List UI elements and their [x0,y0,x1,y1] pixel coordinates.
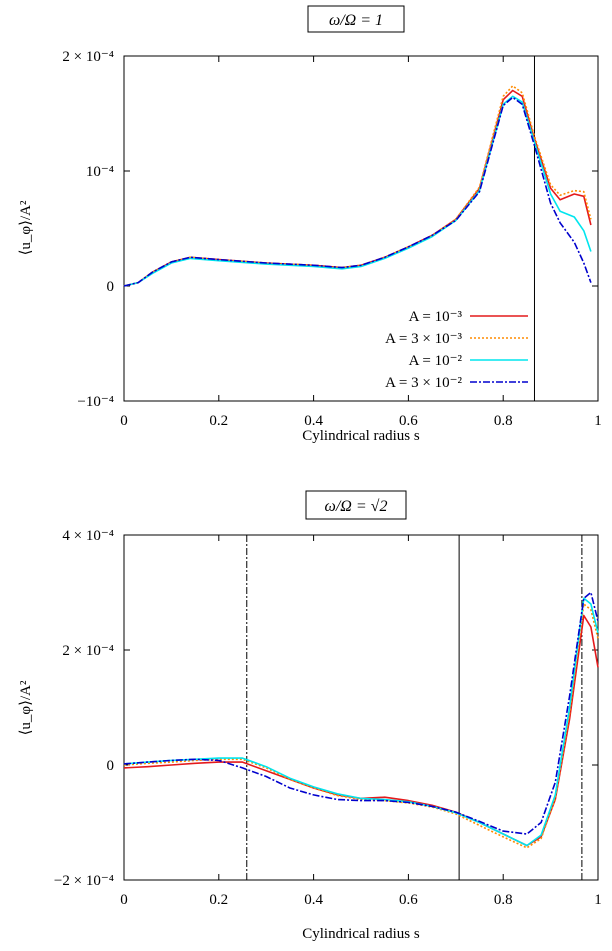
y-tick-label: 0 [107,758,115,774]
x-axis-label: Cylindrical radius s [302,428,420,444]
legend-label: A = 10⁻² [409,353,463,369]
series-line [123,603,599,849]
series-line [123,85,592,287]
plot-frame [123,534,599,881]
axis-ticks: 0 0.2 0.4 0.6 0.8 1 −10⁻⁴ 0 10⁻⁴ 2 × 10⁻⁴ [62,49,601,429]
series-line [123,95,592,287]
legend-label: A = 10⁻³ [409,309,463,325]
title-box [307,5,405,33]
y-tick-label: 0 [107,279,115,295]
series-line [123,591,599,835]
y-axis-label: ⟨u_φ⟩/A² [18,680,34,735]
legend-label: A = 3 × 10⁻² [385,375,462,391]
plot-frame [123,55,599,402]
series-line [123,96,592,287]
legend-label: A = 3 × 10⁻³ [385,331,462,347]
x-tick-label: 0.4 [304,413,323,429]
series-line [123,89,592,287]
series-line [123,614,599,847]
x-tick-label: 1 [594,892,602,908]
x-tick-label: 0.8 [494,413,513,429]
x-tick-label: 0 [120,892,128,908]
x-tick-label: 0.8 [494,892,513,908]
x-tick-label: 0.2 [209,892,228,908]
y-tick-label: −2 × 10⁻⁴ [54,873,114,889]
y-axis-label: ⟨u_φ⟩/A² [18,200,34,255]
panel-bottom: ω/Ω = √2 0 0.2 0.4 0.6 0.8 1 −2 × 10⁻⁴ 0 2 × 10⁻… [18,490,602,942]
x-tick-label: 1 [594,413,602,429]
reference-lines [246,535,583,880]
series-layer [123,591,599,849]
title-box [305,490,407,520]
chart-title: ω/Ω = 1 [329,12,383,29]
x-tick-label: 0.6 [399,413,418,429]
y-tick-label: 10⁻⁴ [86,164,114,180]
y-tick-label: 4 × 10⁻⁴ [62,528,114,544]
x-tick-label: 0.2 [209,413,228,429]
legend: A = 10⁻³ A = 3 × 10⁻³ A = 10⁻² A = 3 × 10⁻² [385,309,528,391]
x-tick-label: 0 [120,413,128,429]
y-tick-label: −10⁻⁴ [77,394,114,410]
series-layer [123,85,592,287]
axis-ticks: 0 0.2 0.4 0.6 0.8 1 −2 × 10⁻⁴ 0 2 × 10⁻⁴ 4 × 10⁻⁴ [54,528,602,908]
series-line [123,597,599,847]
x-tick-label: 0.4 [304,892,323,908]
panel-top: ω/Ω = 1 0 0.2 0.4 0.6 0.8 1 −10⁻⁴ 0 10⁻⁴ 2 × 10⁻⁴… [18,5,602,444]
chart-title: ω/Ω = √2 [325,498,388,515]
y-tick-label: 2 × 10⁻⁴ [62,643,114,659]
x-axis-label: Cylindrical radius s [302,926,420,942]
y-tick-label: 2 × 10⁻⁴ [62,49,114,65]
x-tick-label: 0.6 [399,892,418,908]
